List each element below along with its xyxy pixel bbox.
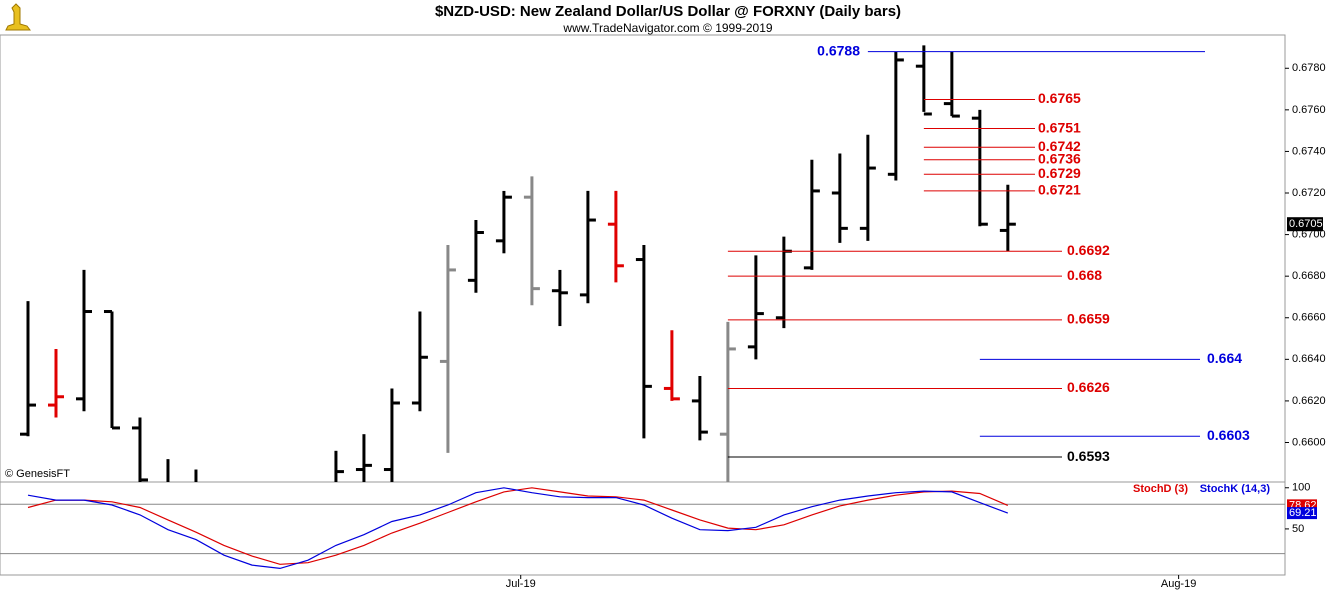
logo	[5, 3, 31, 31]
y-tick-label: 100	[1292, 482, 1310, 494]
chart-title: $NZD-USD: New Zealand Dollar/US Dollar @…	[435, 3, 901, 20]
last-price-label: 0.6705	[1289, 218, 1323, 230]
level-label: 0.6692	[1067, 242, 1110, 258]
legend-label: StochD (3)	[1133, 483, 1188, 495]
y-tick-label: 0.6620	[1292, 395, 1326, 407]
level-label: 0.6736	[1038, 150, 1081, 166]
x-tick-label: Aug-19	[1161, 578, 1196, 590]
annotation: © GenesisFT	[5, 468, 70, 480]
last-value-box	[1287, 507, 1317, 520]
level-label: 0.6742	[1038, 138, 1081, 154]
level-label: 0.6788	[817, 42, 860, 58]
y-tick-label: 0.6660	[1292, 312, 1326, 324]
y-tick-label: 0.6760	[1292, 104, 1326, 116]
legend-label: StochK (14,3)	[1200, 483, 1271, 495]
x-tick-label: Jul-19	[506, 578, 536, 590]
level-label: 0.6659	[1067, 311, 1110, 327]
bars	[19, 45, 1016, 482]
y-tick-label: 0.6600	[1292, 436, 1326, 448]
level-label: 0.6626	[1067, 379, 1110, 395]
level-label: 0.6593	[1067, 448, 1110, 464]
level-label: 0.6603	[1207, 427, 1250, 443]
level-label: 0.6721	[1038, 182, 1081, 198]
y-tick-label: 0.6740	[1292, 145, 1326, 157]
chart-subtitle: www.TradeNavigator.com © 1999-2019	[562, 21, 772, 35]
y-tick-label: 0.6780	[1292, 62, 1326, 74]
y-tick-label: 0.6720	[1292, 187, 1326, 199]
y-tick-label: 50	[1292, 523, 1304, 535]
level-label: 0.668	[1067, 267, 1102, 283]
stoch-line	[27, 487, 1009, 570]
y-tick-label: 0.6640	[1292, 353, 1326, 365]
last-price-box	[1287, 217, 1323, 232]
last-value-label: 69.21	[1289, 507, 1317, 519]
y-tick-label: 0.6700	[1292, 228, 1326, 240]
y-tick-label: 0.6680	[1292, 270, 1326, 282]
level-label: 0.6765	[1038, 90, 1081, 106]
level-label: 0.6729	[1038, 165, 1081, 181]
level-label: 0.664	[1207, 350, 1242, 366]
level-label: 0.6751	[1038, 119, 1081, 135]
